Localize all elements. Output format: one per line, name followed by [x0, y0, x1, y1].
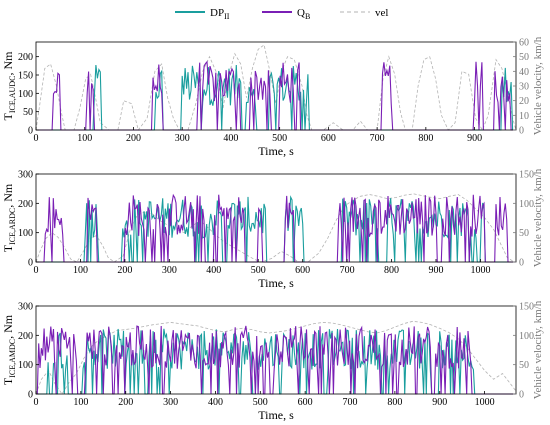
- x-tick-label: 1000: [470, 265, 490, 276]
- y2-axis-label: Vehicle velocity, km/h: [532, 168, 544, 267]
- x-tick-label: 600: [295, 265, 310, 276]
- y-axis-label: TICE,AMDC, Nm: [1, 314, 17, 385]
- y-axis-label: TICE,AUDC, Nm: [1, 51, 17, 121]
- x-tick-label: 200: [118, 397, 133, 408]
- x-tick-label: 100: [73, 265, 88, 276]
- y-tick-label: 100: [18, 228, 33, 239]
- y-tick-label: 200: [18, 331, 33, 342]
- y2-tick-label: 0: [519, 390, 524, 401]
- x-tick-label: 300: [163, 397, 178, 408]
- panel-ardc: 0 100 200 300 400 500 600 700 800 900 100001002003…: [1, 168, 544, 290]
- y2-tick-label: 50: [519, 52, 529, 63]
- x-tick-label: 800: [384, 265, 399, 276]
- x-axis-label: Time, s: [258, 276, 294, 290]
- velocity-series-line: [35, 44, 517, 131]
- legend-dp-label: DPII: [210, 7, 230, 21]
- x-tick-label: 500: [253, 397, 268, 408]
- y-tick-label: 0: [28, 390, 33, 401]
- y2-tick-label: 150: [519, 170, 534, 181]
- x-tick-label: 100: [77, 133, 92, 144]
- x-tick-label: 600: [321, 133, 336, 144]
- x-tick-label: 400: [208, 397, 223, 408]
- x-tick-label: 900: [429, 265, 444, 276]
- y2-axis-label: Vehicle velocity, km/h: [532, 36, 544, 135]
- x-tick-label: 300: [175, 133, 190, 144]
- y-tick-label: 50: [23, 107, 33, 118]
- y2-axis-label: Vehicle velocity, km/h: [532, 300, 544, 399]
- x-tick-label: 900: [432, 397, 447, 408]
- x-tick-label: 500: [251, 265, 266, 276]
- y-tick-label: 0: [28, 126, 33, 137]
- y2-tick-label: 150: [519, 302, 534, 313]
- x-tick-label: 700: [370, 133, 385, 144]
- x-tick-label: 700: [343, 397, 358, 408]
- panel-audc: 0 100 200 300 400 500 600 700 800 900050100150200…: [1, 36, 544, 158]
- y2-tick-label: 0: [519, 126, 524, 137]
- y-tick-label: 300: [18, 302, 33, 313]
- x-tick-label: 400: [206, 265, 221, 276]
- y2-tick-label: 50: [519, 360, 529, 371]
- y2-tick-label: 20: [519, 96, 529, 107]
- velocity-series-line: [35, 320, 517, 395]
- y-tick-label: 100: [18, 360, 33, 371]
- y2-tick-label: 100: [519, 331, 534, 342]
- qb-series-line: [36, 193, 516, 263]
- legend-vel-label: vel: [375, 7, 388, 19]
- x-tick-label: 500: [272, 133, 287, 144]
- legend-qb-label: QB: [297, 7, 310, 21]
- y-tick-label: 200: [18, 199, 33, 210]
- y-tick-label: 150: [18, 71, 33, 82]
- y-tick-label: 0: [28, 258, 33, 269]
- x-tick-label: 200: [117, 265, 132, 276]
- x-tick-label: 0: [34, 133, 39, 144]
- x-tick-label: 900: [467, 133, 482, 144]
- x-axis-label: Time, s: [258, 144, 294, 158]
- y2-tick-label: 10: [519, 111, 529, 122]
- x-tick-label: 100: [73, 397, 88, 408]
- y2-tick-label: 100: [519, 199, 534, 210]
- velocity-series-line: [35, 193, 515, 263]
- x-tick-label: 400: [223, 133, 238, 144]
- y2-tick-label: 0: [519, 258, 524, 269]
- plot-frame: [35, 305, 517, 395]
- plot-frame: [35, 173, 517, 263]
- y2-tick-label: 50: [519, 228, 529, 239]
- x-tick-label: 600: [298, 397, 313, 408]
- qb-series-line: [36, 325, 516, 395]
- x-tick-label: 300: [162, 265, 177, 276]
- y-axis-label: TICE,ARDC, Nm: [1, 183, 17, 252]
- x-tick-label: 200: [126, 133, 141, 144]
- legend: DPII QB vel: [175, 7, 388, 21]
- x-tick-label: 0: [34, 397, 39, 408]
- y-tick-label: 100: [18, 89, 33, 100]
- y-tick-label: 200: [18, 52, 33, 63]
- y-tick-label: 300: [18, 170, 33, 181]
- y2-tick-label: 40: [519, 67, 529, 78]
- x-tick-label: 1000: [475, 397, 495, 408]
- panel-amdc: 0 100 200 300 400 500 600 700 800 900 100001002003…: [1, 300, 544, 422]
- x-axis-label: Time, s: [258, 408, 294, 422]
- x-tick-label: 700: [340, 265, 355, 276]
- x-tick-label: 800: [387, 397, 402, 408]
- y2-tick-label: 30: [519, 82, 529, 93]
- y2-tick-label: 60: [519, 38, 529, 49]
- x-tick-label: 0: [34, 265, 39, 276]
- x-tick-label: 800: [418, 133, 433, 144]
